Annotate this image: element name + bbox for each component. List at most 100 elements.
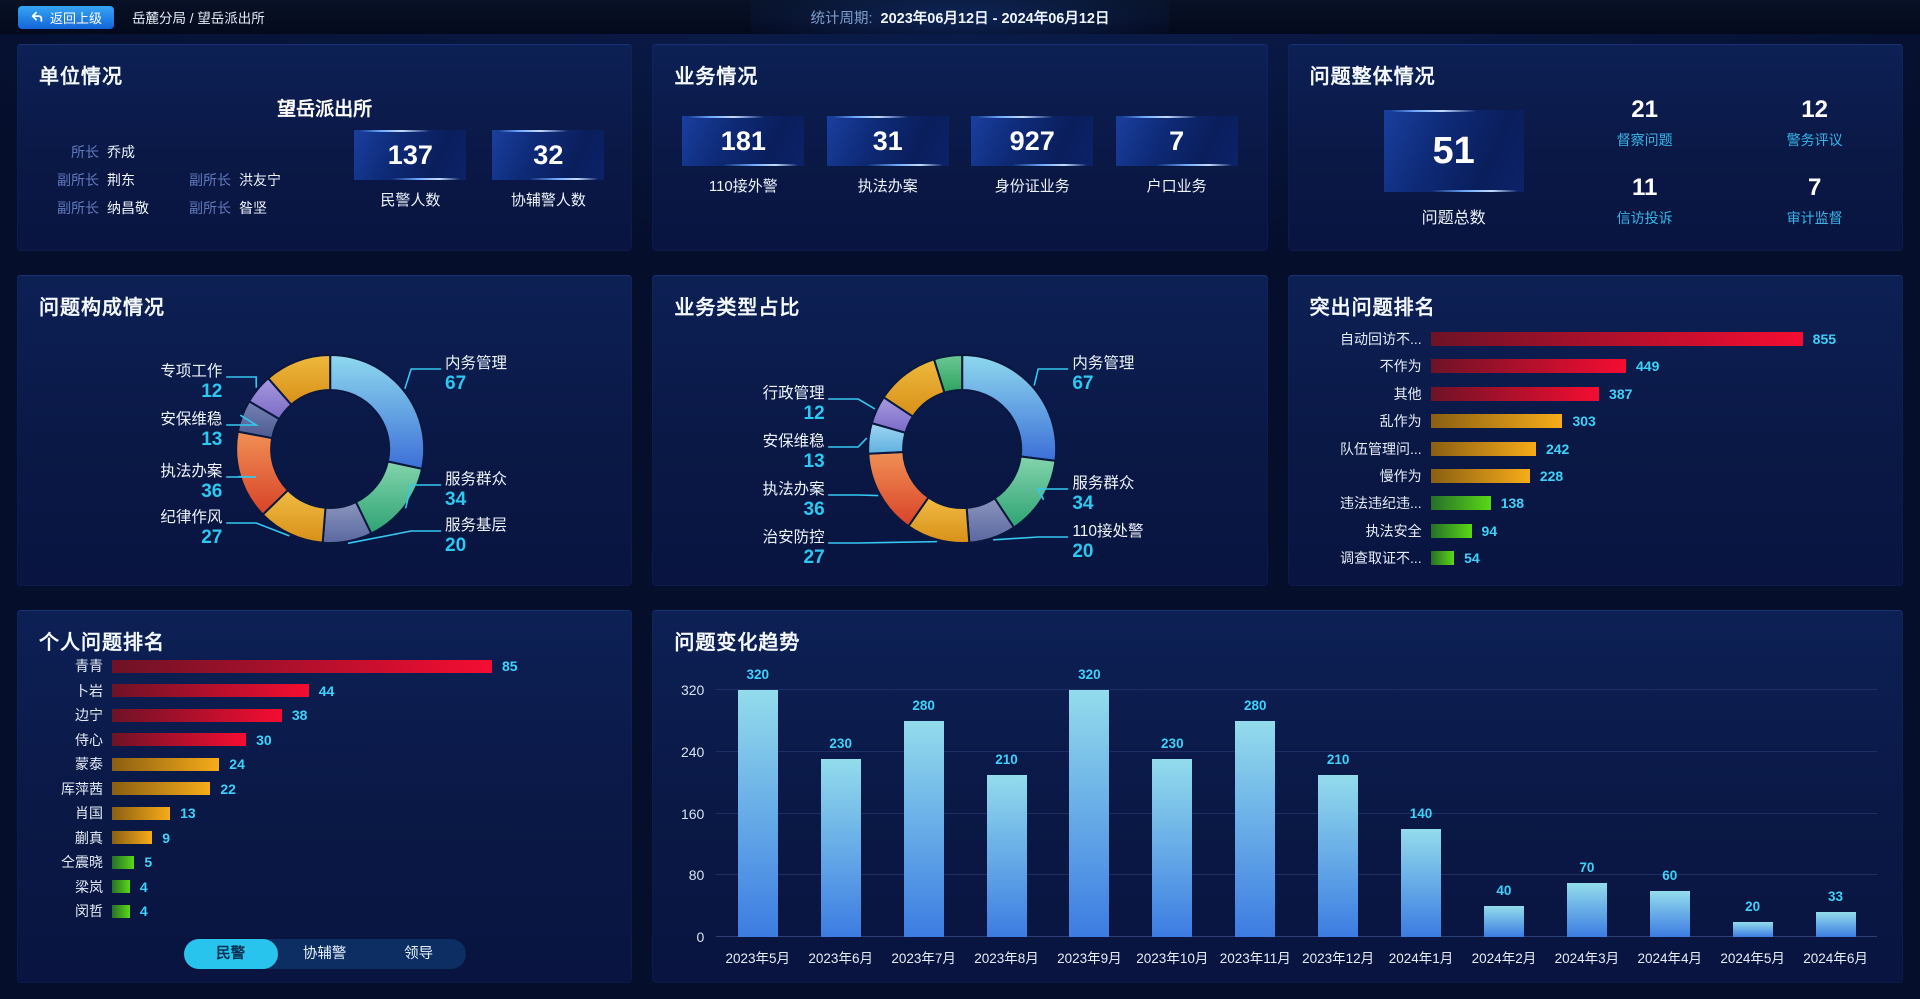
gridline	[716, 936, 1877, 937]
trend-bar[interactable]	[1401, 828, 1442, 937]
trend-bar[interactable]	[1649, 890, 1690, 937]
trend-bar[interactable]	[903, 720, 944, 937]
donut-callout-label: 110接处警	[1072, 523, 1144, 540]
trend-bar[interactable]	[1152, 759, 1193, 937]
bar-fill[interactable]	[112, 659, 492, 673]
overview-stat-value: 21	[1631, 96, 1658, 123]
donut-callout-label: 专项工作	[160, 363, 223, 380]
tab-民警[interactable]: 民警	[183, 939, 278, 969]
bar-fill[interactable]	[1430, 359, 1626, 374]
bar-fill[interactable]	[112, 684, 309, 697]
roster-item: 所长 乔成	[47, 142, 149, 162]
problem-total-label: 问题总数	[1421, 210, 1486, 227]
bar-fill[interactable]	[112, 757, 220, 771]
bar-row: 青青 85	[39, 656, 592, 676]
bar-fill[interactable]	[1430, 332, 1803, 346]
bar-row: 其他 387	[1310, 384, 1881, 404]
bar-fill[interactable]	[1430, 496, 1491, 511]
panel-title: 个人问题排名	[39, 632, 165, 654]
trend-bar[interactable]	[986, 774, 1027, 937]
trend-bar[interactable]	[1815, 911, 1856, 937]
breadcrumb[interactable]: 岳麓分局 / 望岳派出所	[132, 11, 265, 26]
roster-spacer	[179, 142, 281, 162]
bar-category-label: 蒙泰	[75, 756, 103, 772]
x-axis-tick-label: 2023年12月	[1302, 951, 1375, 966]
bar-track: 22	[112, 781, 492, 797]
bar-row: 队伍管理问... 242	[1310, 439, 1881, 459]
donut-segment-内务管理[interactable]	[961, 353, 1058, 462]
stat-value-box: 181	[682, 116, 805, 166]
bar-fill[interactable]	[112, 904, 130, 918]
bar-fill[interactable]	[112, 855, 135, 869]
roster-role: 所长	[71, 144, 99, 160]
x-axis-tick-label: 2023年11月	[1219, 951, 1291, 966]
donut-segment-unlabeled-8[interactable]	[933, 353, 964, 394]
donut-callout-label: 安保维稳	[160, 411, 223, 428]
donut-callout-label: 治安防控	[762, 529, 825, 546]
donut-callout-label: 内务管理	[1072, 355, 1135, 372]
bar-fill[interactable]	[112, 708, 282, 722]
trend-column: 210 2023年12月	[1297, 690, 1380, 966]
trend-bar[interactable]	[820, 759, 861, 937]
bar-value: 9	[162, 829, 171, 846]
bar-track: 4	[112, 878, 492, 895]
trend-column: 20 2024年5月	[1711, 690, 1794, 966]
stat-label: 110接外警	[708, 178, 778, 195]
bar-row: 自动回访不... 855	[1310, 329, 1881, 349]
bar-fill[interactable]	[112, 806, 171, 820]
bar-fill[interactable]	[112, 782, 211, 795]
trend-bar[interactable]	[1483, 906, 1524, 937]
donut-callout-value: 36	[201, 481, 223, 502]
trend-bar-value: 280	[912, 697, 935, 713]
panel-problem-overview: 问题整体情况 51 问题总数 21 督察问题 12 警务评议 11 信访投诉 7 审计监督	[1287, 44, 1903, 251]
bar-fill[interactable]	[112, 880, 130, 893]
bar-category-label: 侍心	[75, 731, 103, 748]
donut-callout-value: 34	[1072, 493, 1094, 514]
label-pointer-line	[404, 484, 442, 509]
label-pointer-line	[828, 398, 876, 410]
bar-fill[interactable]	[1430, 386, 1600, 401]
bar-fill[interactable]	[1430, 523, 1472, 538]
panel-business-types: 业务类型占比 行政管理 12 安保维稳 13 执法办案 36 治安防控 27 内务管理 67 服务群…	[652, 275, 1268, 586]
bar-category-label: 自动回访不...	[1339, 331, 1422, 347]
donut-callout-value: 13	[803, 451, 825, 472]
bar-value: 4	[139, 878, 148, 895]
bar-value: 242	[1545, 440, 1570, 457]
bar-row: 厍萍茜 22	[39, 779, 592, 799]
trend-bar[interactable]	[1566, 882, 1607, 937]
overview-stat: 21 督察问题	[1580, 96, 1710, 150]
back-button[interactable]: 返回上级	[18, 5, 115, 29]
trend-bar[interactable]	[1069, 690, 1110, 937]
roster-role: 副所长	[57, 200, 99, 216]
donut-callout-value: 12	[803, 403, 825, 424]
donut-segment-unlabeled-7[interactable]	[266, 353, 332, 407]
trend-bar[interactable]	[737, 690, 778, 937]
bar-category-label: 其他	[1393, 385, 1422, 402]
x-axis-tick-label: 2023年8月	[974, 951, 1039, 966]
bar-track: 449	[1430, 358, 1803, 374]
bar-fill[interactable]	[112, 733, 247, 746]
trend-bar-value: 20	[1745, 898, 1761, 914]
trend-column: 40 2024年2月	[1462, 690, 1545, 966]
trend-bar[interactable]	[1732, 921, 1773, 937]
top-problems-chart: 自动回访不... 855 不作为 449 其他 387 乱作为 303 队伍管理问... 242 慢…	[1310, 329, 1881, 568]
bar-fill[interactable]	[1430, 551, 1455, 565]
bar-value: 4	[139, 903, 148, 919]
donut-callout-value: 36	[803, 499, 825, 520]
donut-callout-label: 安保维稳	[762, 433, 825, 450]
tab-领导[interactable]: 领导	[404, 946, 434, 962]
panel-unit-info: 单位情况 望岳派出所 所长 乔成 副所长 荆东 副所长 洪友宁 副所长 纳昌敬 副所长 昝坚 13…	[17, 44, 633, 251]
bar-row: 调查取证不... 54	[1310, 548, 1881, 568]
stat: 181 110接外警	[682, 116, 805, 196]
bar-fill[interactable]	[1430, 468, 1530, 483]
bar-category-label: 队伍管理问...	[1339, 440, 1422, 457]
panel-title: 问题整体情况	[1309, 66, 1436, 88]
bar-fill[interactable]	[112, 831, 153, 844]
trend-bar[interactable]	[1235, 720, 1276, 937]
tab-协辅警[interactable]: 协辅警	[302, 946, 347, 962]
roster-role: 副所长	[189, 172, 231, 188]
bar-fill[interactable]	[1430, 441, 1536, 456]
trend-bar[interactable]	[1318, 774, 1359, 937]
y-axis-tick-label: 80	[688, 867, 705, 884]
bar-fill[interactable]	[1430, 414, 1563, 429]
